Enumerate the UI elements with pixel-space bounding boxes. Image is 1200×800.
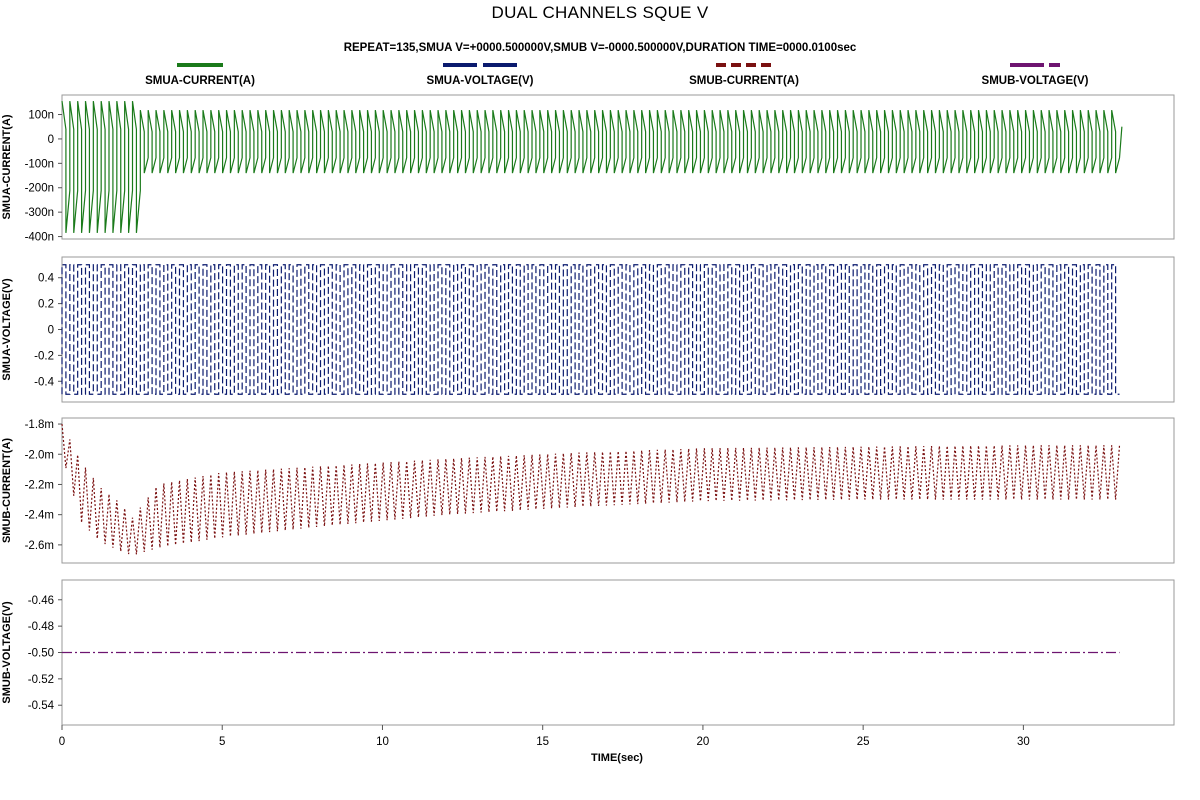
y-tick-label-smua-current-a: -200n	[25, 183, 54, 195]
legend-item-smub-current: SMUB-CURRENT(A)	[624, 63, 864, 87]
y-tick-label-smua-voltage-v: 0	[48, 325, 54, 337]
legend-label-smua-voltage: SMUA-VOLTAGE(V)	[426, 75, 534, 87]
y-tick-label-smub-voltage-v: -0.46	[28, 595, 54, 607]
legend-label-smub-current: SMUB-CURRENT(A)	[689, 75, 799, 87]
legend-swatch-smua-voltage	[443, 63, 517, 67]
x-tick-label: 25	[857, 736, 870, 748]
legend-label-smub-voltage: SMUB-VOLTAGE(V)	[981, 75, 1089, 87]
y-tick-label-smub-current-a: -1.8m	[25, 419, 54, 431]
legend-label-smua-current: SMUA-CURRENT(A)	[145, 75, 255, 87]
y-tick-label-smua-voltage-v: 0.4	[38, 273, 55, 285]
y-tick-label-smub-voltage-v: -0.54	[28, 700, 55, 712]
y-axis-title-smub-voltage-v: SMUB-VOLTAGE(V)	[1, 601, 13, 704]
legend-swatch-smua-current	[177, 63, 223, 67]
x-tick-label: 5	[219, 736, 225, 748]
legend-swatch-smub-current	[716, 63, 772, 67]
legend-swatch-smub-voltage	[1010, 63, 1060, 67]
y-tick-label-smua-voltage-v: -0.4	[34, 376, 54, 388]
y-tick-label-smua-current-a: 100n	[28, 110, 54, 122]
y-tick-label-smub-current-a: -2.6m	[25, 540, 54, 552]
series-line-smub-current-a	[61, 423, 1121, 555]
y-tick-label-smub-voltage-v: -0.52	[28, 674, 54, 686]
x-axis-title: TIME(sec)	[591, 752, 643, 764]
x-tick-label: 10	[376, 736, 389, 748]
y-axis-title-smub-current-a: SMUB-CURRENT(A)	[1, 438, 13, 543]
chart-subtitle: REPEAT=135,SMUA V=+0000.500000V,SMUB V=-…	[343, 42, 857, 54]
series-line-smua-voltage-v	[61, 264, 1120, 395]
panel-frame-smub-current-a	[61, 417, 1175, 564]
series-line-smua-current-a	[61, 101, 1123, 233]
legend-item-smua-voltage: SMUA-VOLTAGE(V)	[360, 63, 600, 87]
legend-item-smub-voltage: SMUB-VOLTAGE(V)	[915, 63, 1155, 87]
x-tick-label: 20	[697, 736, 710, 748]
x-tick-label: 15	[536, 736, 549, 748]
chart-title: DUAL CHANNELS SQUE V	[491, 3, 709, 22]
y-axis-title-smua-voltage-v: SMUA-VOLTAGE(V)	[1, 278, 13, 381]
y-tick-label-smua-current-a: -400n	[25, 232, 54, 244]
y-tick-label-smub-voltage-v: -0.48	[28, 621, 54, 633]
y-tick-label-smua-current-a: -100n	[25, 158, 54, 170]
y-tick-label-smub-current-a: -2.0m	[25, 449, 54, 461]
y-tick-label-smub-current-a: -2.4m	[25, 510, 54, 522]
legend-item-smua-current: SMUA-CURRENT(A)	[80, 63, 320, 87]
y-tick-label-smua-voltage-v: 0.2	[38, 299, 54, 311]
y-axis-title-smua-current-a: SMUA-CURRENT(A)	[1, 114, 13, 219]
y-tick-label-smua-current-a: 0	[48, 134, 54, 146]
x-tick-label: 30	[1017, 736, 1030, 748]
y-tick-label-smua-current-a: -300n	[25, 207, 54, 219]
y-tick-label-smub-voltage-v: -0.50	[28, 648, 54, 660]
x-tick-label: 0	[59, 736, 65, 748]
y-tick-label-smua-voltage-v: -0.2	[34, 350, 54, 362]
y-tick-label-smub-current-a: -2.2m	[25, 479, 54, 491]
